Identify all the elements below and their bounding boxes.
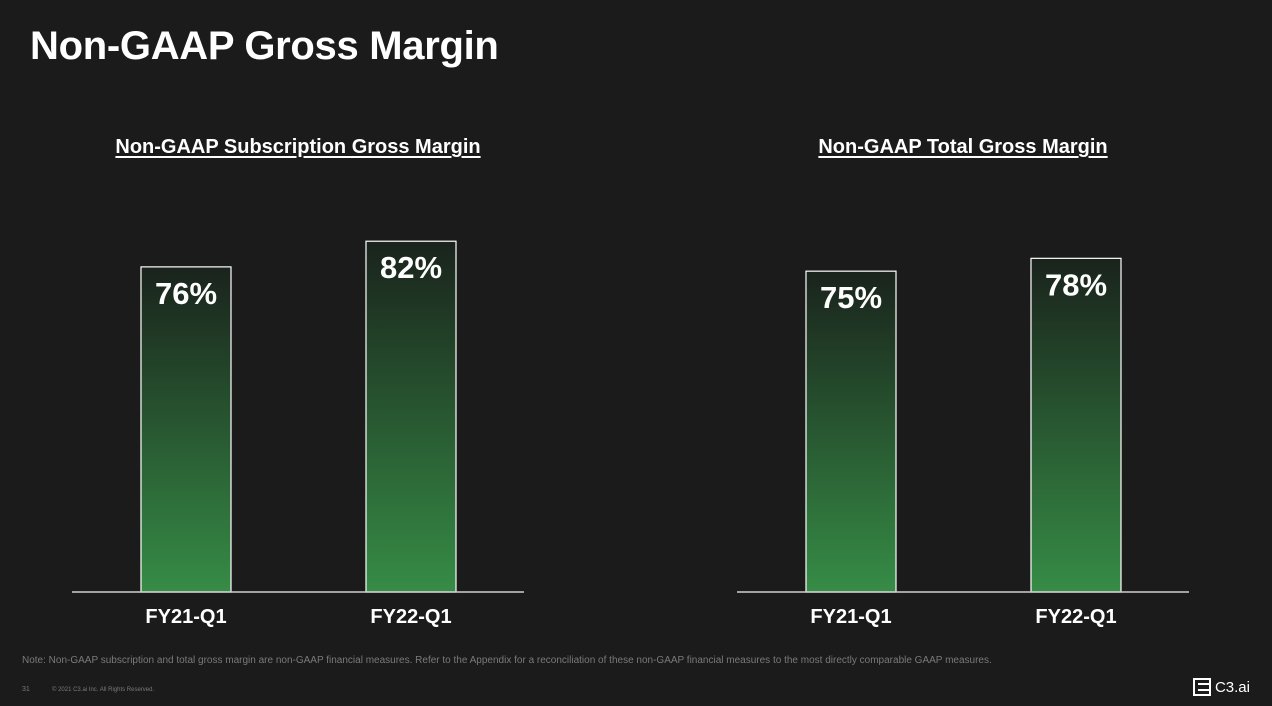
bar-fy22-q1	[365, 240, 457, 593]
total-margin-chart: Non-GAAP Total Gross Margin 75% FY21-Q1 78…	[737, 130, 1189, 630]
page-title: Non-GAAP Gross Margin	[30, 24, 499, 68]
chart-plot: 76% FY21-Q1 82% FY22-Q1	[72, 240, 524, 628]
copyright: © 2021 C3.ai Inc. All Rights Reserved.	[52, 687, 155, 693]
x-tick-label: FY21-Q1	[145, 606, 226, 628]
page-number: 31	[22, 686, 30, 693]
data-label: 75%	[820, 280, 882, 315]
c3-logo-icon	[1192, 678, 1211, 696]
brand-logo: C3.ai	[1192, 678, 1250, 696]
x-tick-label: FY21-Q1	[810, 606, 891, 628]
chart-title: Non-GAAP Total Gross Margin	[818, 136, 1108, 158]
footnote: Note: Non-GAAP subscription and total gr…	[22, 655, 992, 666]
data-label: 82%	[380, 250, 442, 285]
x-tick-label: FY22-Q1	[1035, 606, 1116, 628]
bar-fy21-q1	[805, 270, 897, 593]
brand-name: C3.ai	[1214, 678, 1250, 696]
chart-title: Non-GAAP Subscription Gross Margin	[115, 136, 481, 158]
x-tick-label: FY22-Q1	[370, 606, 451, 628]
subscription-margin-chart: Non-GAAP Subscription Gross Margin 76% FY…	[72, 130, 524, 630]
bar-fy21-q1	[140, 266, 232, 593]
data-label: 78%	[1045, 267, 1107, 302]
bar-fy22-q1	[1030, 257, 1122, 593]
chart-plot: 75% FY21-Q1 78% FY22-Q1	[737, 257, 1189, 628]
data-label: 76%	[155, 276, 217, 311]
